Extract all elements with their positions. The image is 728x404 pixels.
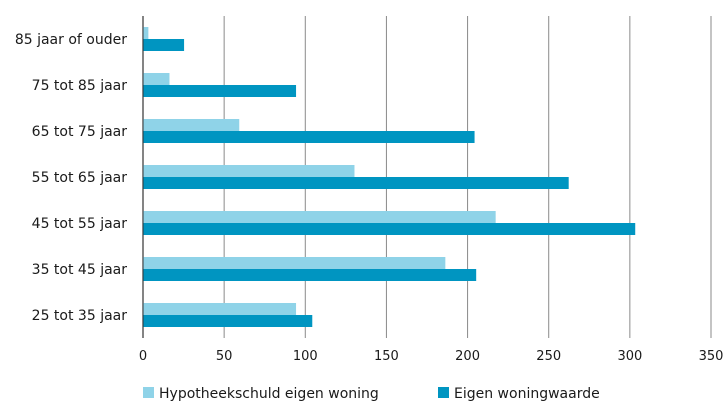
bar-woningwaarde: [143, 315, 313, 327]
legend: Hypotheekschuld eigen woning Eigen woning…: [143, 386, 600, 402]
bar-hypotheekschuld: [143, 211, 496, 223]
bar-woningwaarde: [143, 85, 297, 97]
category-label: 25 tot 35 jaar: [32, 308, 128, 324]
category-label: 85 jaar of ouder: [15, 32, 127, 48]
bar-woningwaarde: [143, 177, 569, 189]
category-labels: 85 jaar of ouder 75 tot 85 jaar 65 tot 75 …: [15, 32, 127, 324]
category-label: 55 tot 65 jaar: [32, 170, 128, 186]
bar-hypotheekschuld: [143, 27, 149, 39]
bar-hypotheekschuld: [143, 73, 170, 85]
category-label: 65 tot 75 jaar: [32, 124, 128, 140]
bar-hypotheekschuld: [143, 165, 355, 177]
legend-swatch: [143, 387, 154, 398]
category-label: 35 tot 45 jaar: [32, 262, 128, 278]
x-tick-label: 200: [455, 349, 480, 364]
category-label: 45 tot 55 jaar: [32, 216, 128, 232]
x-tick-label: 300: [617, 349, 642, 364]
x-tick-label: 150: [374, 349, 399, 364]
legend-label: Eigen woningwaarde: [454, 386, 600, 402]
bar-woningwaarde: [143, 269, 477, 281]
bar-woningwaarde: [143, 39, 185, 51]
category-label: 75 tot 85 jaar: [32, 78, 128, 94]
x-tick-label: 250: [536, 349, 561, 364]
bar-hypotheekschuld: [143, 119, 240, 131]
x-tick-label: 100: [293, 349, 318, 364]
bar-woningwaarde: [143, 223, 636, 235]
bar-hypotheekschuld: [143, 303, 297, 315]
x-tick-label: 0: [139, 349, 147, 364]
bars: [143, 27, 636, 327]
x-tick-label: 50: [216, 349, 233, 364]
legend-label: Hypotheekschuld eigen woning: [159, 386, 379, 402]
legend-swatch: [438, 387, 449, 398]
x-axis-ticks: 0 50 100 150 200 250 300 350: [139, 349, 724, 364]
x-tick-label: 350: [699, 349, 724, 364]
bar-woningwaarde: [143, 131, 475, 143]
bar-hypotheekschuld: [143, 257, 446, 269]
